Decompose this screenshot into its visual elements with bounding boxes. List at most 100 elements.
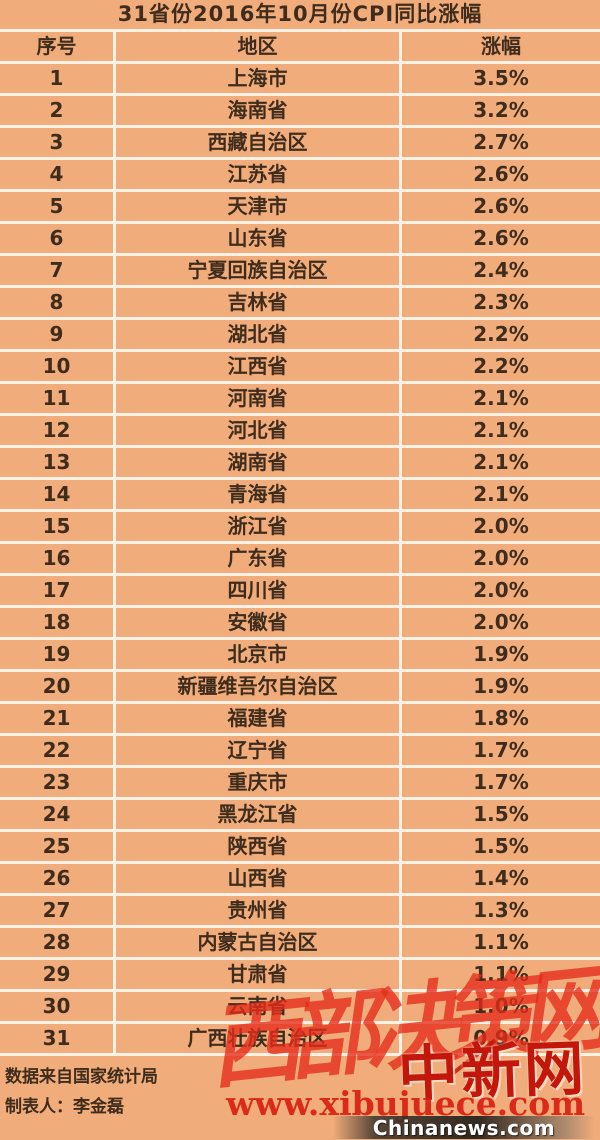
row-change: 0.9% xyxy=(473,1026,529,1050)
table-row: 11 河南省 2.1% xyxy=(0,384,600,416)
row-change: 1.4% xyxy=(473,866,529,890)
row-serial: 31 xyxy=(0,1024,116,1053)
row-region: 重庆市 xyxy=(116,768,402,797)
row-change: 1.9% xyxy=(473,674,529,698)
row-serial: 9 xyxy=(0,320,116,349)
row-change: 2.0% xyxy=(473,546,529,570)
table-row: 20 新疆维吾尔自治区 1.9% xyxy=(0,672,600,704)
row-change: 1.7% xyxy=(473,770,529,794)
table-row: 6 山东省 2.6% xyxy=(0,224,600,256)
row-change: 1.9% xyxy=(473,642,529,666)
row-change: 2.0% xyxy=(473,514,529,538)
row-serial: 20 xyxy=(0,672,116,701)
row-change: 2.3% xyxy=(473,290,529,314)
row-change: 2.2% xyxy=(473,322,529,346)
table-row: 13 湖南省 2.1% xyxy=(0,448,600,480)
row-change: 2.1% xyxy=(473,386,529,410)
row-change: 1.0% xyxy=(473,994,529,1018)
row-region: 山东省 xyxy=(116,224,402,253)
table-row: 24 黑龙江省 1.5% xyxy=(0,800,600,832)
row-change: 3.2% xyxy=(473,98,529,122)
row-region: 广西壮族自治区 xyxy=(116,1024,402,1053)
table-row: 30 云南省 1.0% xyxy=(0,992,600,1024)
table-row: 19 北京市 1.9% xyxy=(0,640,600,672)
row-serial: 6 xyxy=(0,224,116,253)
watermark-chinanews-bar: Chinanews.com xyxy=(333,1115,595,1140)
table-row: 1 上海市 3.5% xyxy=(0,64,600,96)
creator-note: 制表人：李金磊 xyxy=(5,1097,124,1117)
table-row: 29 甘肃省 1.1% xyxy=(0,960,600,992)
table-row: 9 湖北省 2.2% xyxy=(0,320,600,352)
row-serial: 27 xyxy=(0,896,116,925)
row-change: 2.6% xyxy=(473,194,529,218)
row-serial: 17 xyxy=(0,576,116,605)
row-serial: 2 xyxy=(0,96,116,125)
row-change: 1.1% xyxy=(473,962,529,986)
row-serial: 8 xyxy=(0,288,116,317)
table-row: 3 西藏自治区 2.7% xyxy=(0,128,600,160)
row-region: 云南省 xyxy=(116,992,402,1021)
row-serial: 22 xyxy=(0,736,116,765)
table-row: 2 海南省 3.2% xyxy=(0,96,600,128)
table-header: 序号 地区 涨幅 xyxy=(0,32,600,64)
row-change: 2.0% xyxy=(473,610,529,634)
row-serial: 18 xyxy=(0,608,116,637)
row-region: 陕西省 xyxy=(116,832,402,861)
row-region: 浙江省 xyxy=(116,512,402,541)
row-region: 辽宁省 xyxy=(116,736,402,765)
table-row: 22 辽宁省 1.7% xyxy=(0,736,600,768)
row-serial: 30 xyxy=(0,992,116,1021)
row-serial: 28 xyxy=(0,928,116,957)
table-row: 15 浙江省 2.0% xyxy=(0,512,600,544)
table-row: 21 福建省 1.8% xyxy=(0,704,600,736)
row-serial: 29 xyxy=(0,960,116,989)
table-row: 18 安徽省 2.0% xyxy=(0,608,600,640)
row-region: 四川省 xyxy=(116,576,402,605)
row-serial: 5 xyxy=(0,192,116,221)
row-region: 海南省 xyxy=(116,96,402,125)
row-region: 新疆维吾尔自治区 xyxy=(116,672,402,701)
row-change: 3.5% xyxy=(473,66,529,90)
row-serial: 4 xyxy=(0,160,116,189)
row-change: 2.2% xyxy=(473,354,529,378)
row-change: 1.5% xyxy=(473,802,529,826)
row-region: 江西省 xyxy=(116,352,402,381)
row-serial: 24 xyxy=(0,800,116,829)
row-serial: 14 xyxy=(0,480,116,509)
watermark-chinanews-url: Chinanews.com xyxy=(372,1115,556,1140)
row-serial: 13 xyxy=(0,448,116,477)
row-region: 内蒙古自治区 xyxy=(116,928,402,957)
data-source-note: 数据来自国家统计局 xyxy=(5,1067,158,1087)
row-region: 山西省 xyxy=(116,864,402,893)
row-region: 贵州省 xyxy=(116,896,402,925)
row-region: 北京市 xyxy=(116,640,402,669)
row-serial: 21 xyxy=(0,704,116,733)
row-region: 福建省 xyxy=(116,704,402,733)
row-region: 上海市 xyxy=(116,64,402,93)
row-region: 湖南省 xyxy=(116,448,402,477)
table-row: 7 宁夏回族自治区 2.4% xyxy=(0,256,600,288)
row-change: 2.1% xyxy=(473,450,529,474)
row-serial: 25 xyxy=(0,832,116,861)
row-change: 1.5% xyxy=(473,834,529,858)
row-region: 天津市 xyxy=(116,192,402,221)
row-change: 2.6% xyxy=(473,226,529,250)
table-row: 14 青海省 2.1% xyxy=(0,480,600,512)
row-serial: 15 xyxy=(0,512,116,541)
row-region: 湖北省 xyxy=(116,320,402,349)
row-change: 2.4% xyxy=(473,258,529,282)
table-row: 16 广东省 2.0% xyxy=(0,544,600,576)
row-region: 黑龙江省 xyxy=(116,800,402,829)
row-region: 广东省 xyxy=(116,544,402,573)
row-region: 西藏自治区 xyxy=(116,128,402,157)
table-row: 5 天津市 2.6% xyxy=(0,192,600,224)
table-row: 27 贵州省 1.3% xyxy=(0,896,600,928)
row-change: 1.3% xyxy=(473,898,529,922)
table-body: 1 上海市 3.5% 2 海南省 3.2% 3 西藏自治区 2.7% 4 江苏省 2.6% 5 天津市 2.… xyxy=(0,64,600,1056)
header-serial: 序号 xyxy=(0,32,116,61)
row-serial: 11 xyxy=(0,384,116,413)
table-footer: 数据来自国家统计局 制表人：李金磊 xyxy=(0,1056,600,1122)
table-row: 31 广西壮族自治区 0.9% xyxy=(0,1024,600,1056)
table-row: 28 内蒙古自治区 1.1% xyxy=(0,928,600,960)
